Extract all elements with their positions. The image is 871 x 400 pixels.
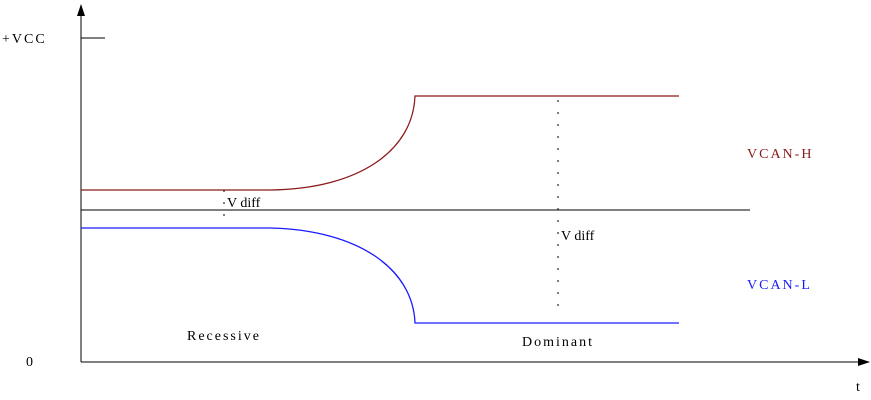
- vcan-l-label: VCAN-L: [747, 278, 812, 293]
- vcan-h-trace: [81, 95, 679, 191]
- vcc-label: +VCC: [2, 32, 47, 47]
- vcan-h-label: VCAN-H: [747, 147, 813, 162]
- vcan-l-trace: [81, 227, 679, 324]
- vdiff-dominant-label: V diff: [561, 229, 595, 244]
- dominant-label: Dominant: [522, 335, 594, 350]
- vdiff-recessive-label: V diff: [227, 196, 261, 211]
- origin-label: 0: [26, 355, 33, 370]
- time-label: t: [856, 380, 860, 395]
- recessive-label: Recessive: [187, 329, 261, 344]
